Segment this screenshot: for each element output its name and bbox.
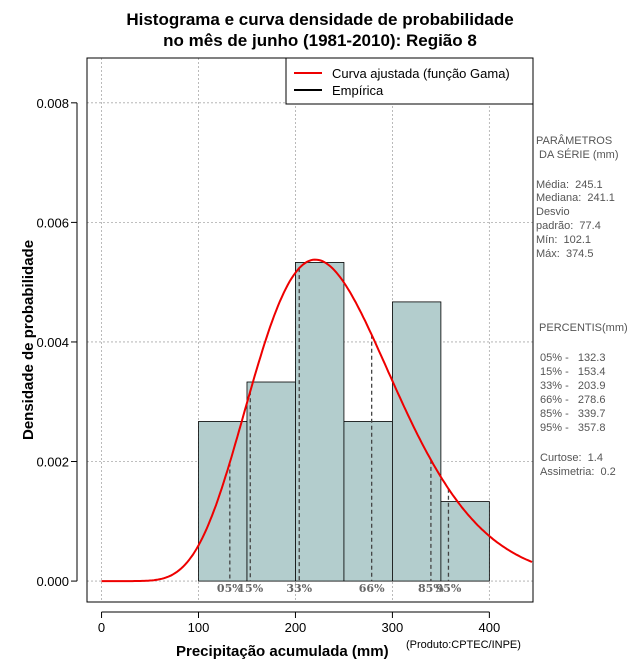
percentile-label: 95%: [436, 582, 462, 595]
y-tick-label: 0.002: [36, 455, 69, 470]
y-tick-label: 0.000: [36, 574, 69, 589]
legend-label: Empírica: [332, 83, 384, 98]
x-tick-label: 200: [285, 620, 307, 635]
chart-title-line1: Histograma e curva densidade de probabil…: [126, 10, 514, 29]
param-line: Máx: 374.5: [536, 248, 594, 260]
percentile-label: 15%: [237, 582, 263, 595]
product-credit: (Produto:CPTEC/INPE): [406, 639, 521, 651]
percentile-line: 66% - 278.6: [540, 394, 606, 406]
percentile-label: 05%: [217, 582, 243, 595]
legend-label: Curva ajustada (função Gama): [332, 66, 510, 81]
percentile-line: 05% - 132.3: [540, 352, 606, 364]
param-line: padrão: 77.4: [536, 220, 601, 232]
x-tick-label: 400: [479, 620, 501, 635]
y-tick-label: 0.004: [36, 335, 69, 350]
y-axis-label: Densidade de probabilidade: [20, 239, 37, 440]
x-tick-label: 300: [382, 620, 404, 635]
param-line: Mín: 102.1: [536, 234, 592, 246]
x-tick-label: 100: [188, 620, 210, 635]
x-tick-label: 0: [98, 620, 105, 635]
params-heading-1: PARÂMETROS: [536, 135, 613, 147]
param-line: Mediana: 241.1: [536, 192, 615, 204]
histogram-bar: [295, 262, 345, 582]
percentiles-heading: PERCENTIS(mm): [536, 322, 628, 334]
histogram-bar: [198, 421, 248, 582]
percentile-line: 15% - 153.4: [540, 366, 606, 378]
histogram-bar: [343, 421, 393, 582]
y-tick-label: 0.006: [36, 215, 69, 230]
percentile-label: 85%: [418, 582, 444, 595]
percentile-label: 66%: [359, 582, 385, 595]
param-line: Desvio: [536, 206, 570, 218]
percentile-line: 95% - 357.8: [540, 422, 606, 434]
percentile-line: 85% - 339.7: [540, 408, 606, 420]
curtose-value: Curtose: 1.4: [540, 452, 603, 464]
fitted-curve-line: [101, 258, 533, 583]
percentile-label: 33%: [286, 582, 312, 595]
param-line: Média: 245.1: [536, 179, 603, 191]
chart-title-line2: no mês de junho (1981-2010): Região 8: [163, 31, 477, 50]
histogram-bar: [246, 381, 296, 582]
percentile-line: 33% - 203.9: [540, 380, 606, 392]
assimetria-value: Assimetria: 0.2: [540, 466, 616, 478]
legend-box: [285, 57, 534, 105]
params-heading-2: DA SÉRIE (mm): [536, 149, 619, 161]
y-tick-label: 0.008: [36, 96, 69, 111]
x-axis-label: Precipitação acumulada (mm): [176, 643, 389, 660]
histogram-bar: [392, 301, 442, 582]
